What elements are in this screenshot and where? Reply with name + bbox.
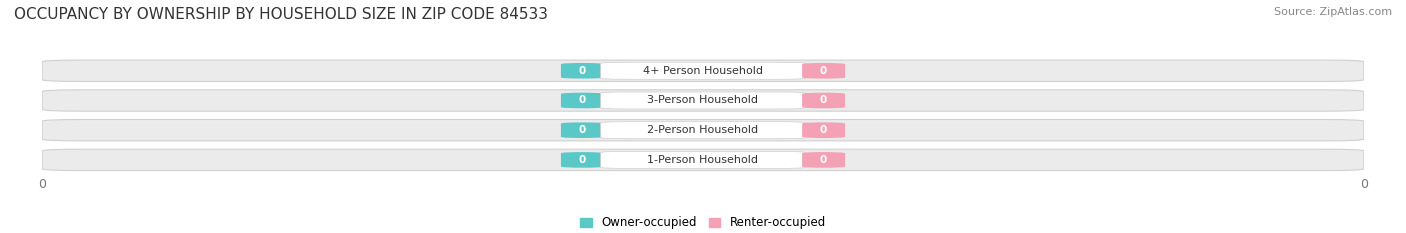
Text: 0: 0 xyxy=(579,96,586,106)
FancyBboxPatch shape xyxy=(801,63,845,79)
FancyBboxPatch shape xyxy=(801,122,845,138)
Text: 0: 0 xyxy=(820,96,827,106)
Text: 0: 0 xyxy=(579,125,586,135)
FancyBboxPatch shape xyxy=(600,62,806,79)
FancyBboxPatch shape xyxy=(42,60,1364,82)
Text: 0: 0 xyxy=(820,155,827,165)
FancyBboxPatch shape xyxy=(42,90,1364,111)
FancyBboxPatch shape xyxy=(42,149,1364,171)
FancyBboxPatch shape xyxy=(801,152,845,168)
Text: 0: 0 xyxy=(820,66,827,76)
FancyBboxPatch shape xyxy=(561,93,605,108)
Text: 2-Person Household: 2-Person Household xyxy=(647,125,759,135)
Legend: Owner-occupied, Renter-occupied: Owner-occupied, Renter-occupied xyxy=(575,212,831,233)
FancyBboxPatch shape xyxy=(42,120,1364,141)
Text: 0: 0 xyxy=(579,155,586,165)
FancyBboxPatch shape xyxy=(600,122,806,139)
Text: 0: 0 xyxy=(820,125,827,135)
FancyBboxPatch shape xyxy=(801,93,845,108)
Text: 4+ Person Household: 4+ Person Household xyxy=(643,66,763,76)
FancyBboxPatch shape xyxy=(600,92,806,109)
Text: 1-Person Household: 1-Person Household xyxy=(648,155,758,165)
Text: 3-Person Household: 3-Person Household xyxy=(648,96,758,106)
FancyBboxPatch shape xyxy=(600,151,806,168)
FancyBboxPatch shape xyxy=(561,152,605,168)
FancyBboxPatch shape xyxy=(561,63,605,79)
FancyBboxPatch shape xyxy=(561,122,605,138)
Text: Source: ZipAtlas.com: Source: ZipAtlas.com xyxy=(1274,7,1392,17)
Text: 0: 0 xyxy=(579,66,586,76)
Text: OCCUPANCY BY OWNERSHIP BY HOUSEHOLD SIZE IN ZIP CODE 84533: OCCUPANCY BY OWNERSHIP BY HOUSEHOLD SIZE… xyxy=(14,7,548,22)
